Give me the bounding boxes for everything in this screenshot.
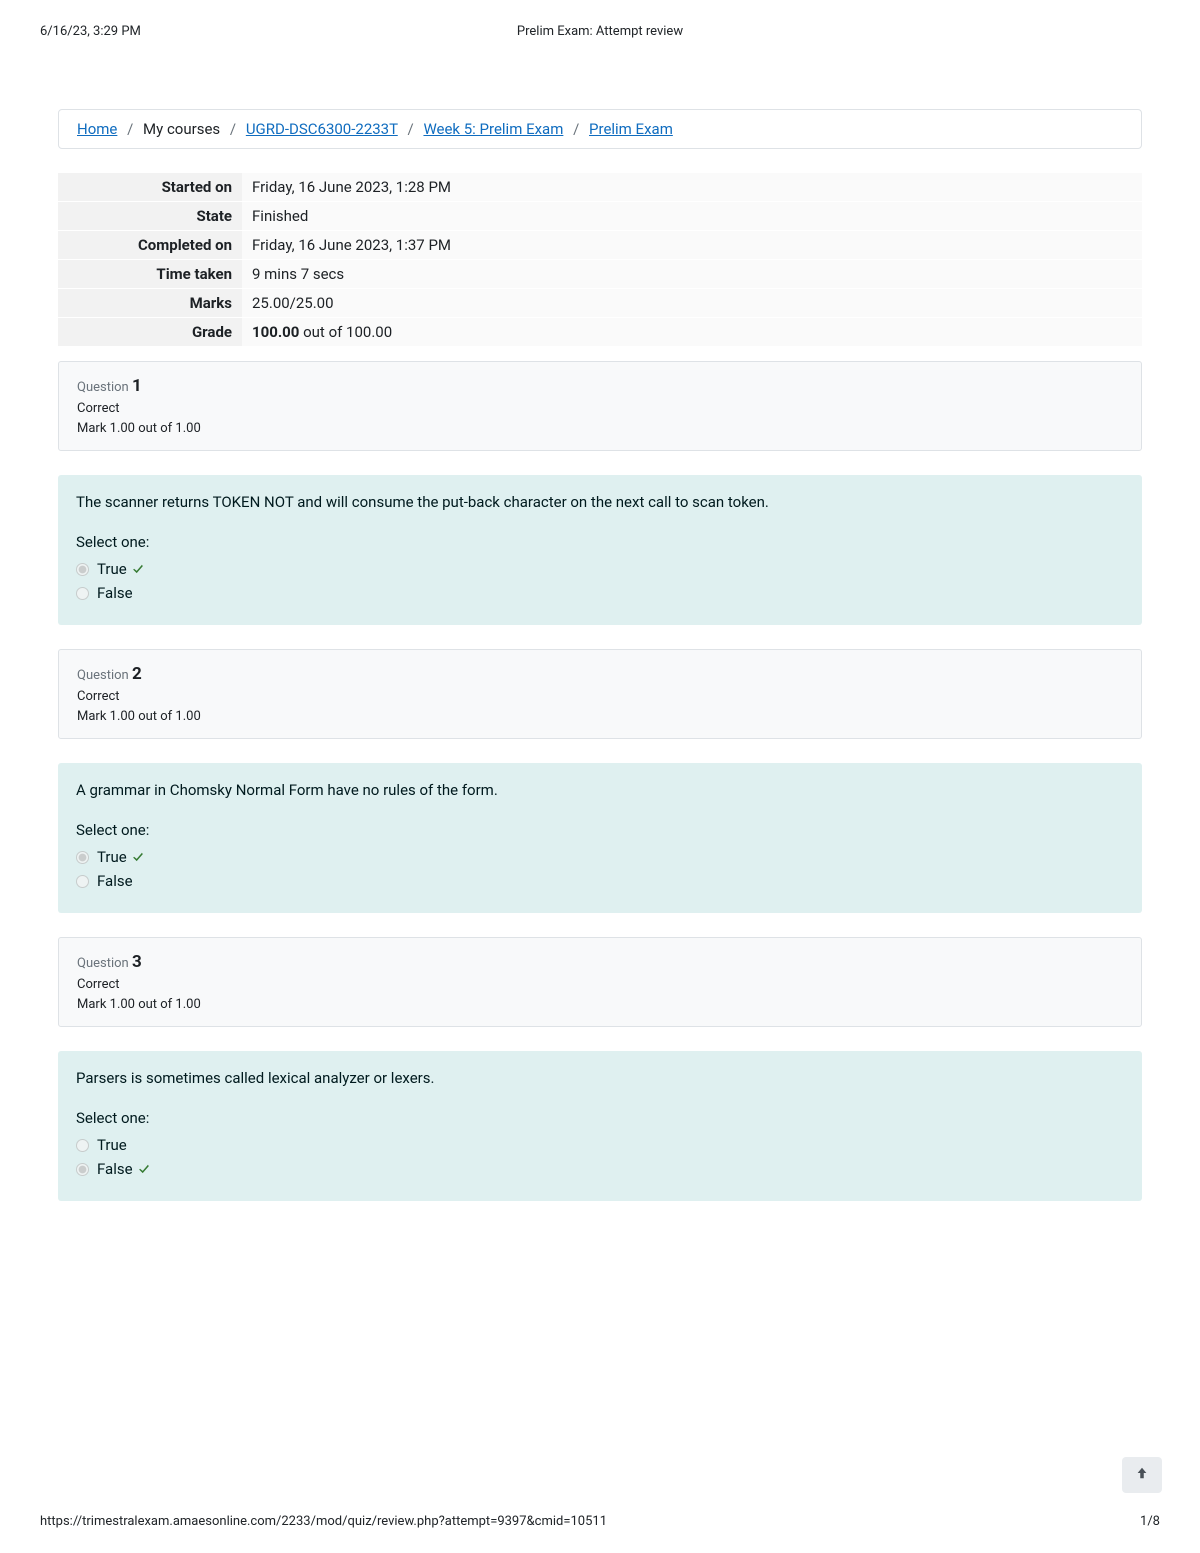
check-icon <box>131 560 145 578</box>
radio-false[interactable] <box>76 1163 89 1176</box>
answer-false: False <box>76 581 1124 605</box>
question-body-2: A grammar in Chomsky Normal Form have no… <box>58 763 1142 913</box>
breadcrumb: Home / My courses / UGRD-DSC6300-2233T /… <box>58 109 1142 149</box>
answer-label: False <box>97 1160 133 1178</box>
question-body-3: Parsers is sometimes called lexical anal… <box>58 1051 1142 1201</box>
answer-label: False <box>97 584 133 602</box>
question-body-1: The scanner returns TOKEN NOT and will c… <box>58 475 1142 625</box>
question-status: Correct <box>77 689 1123 704</box>
check-icon <box>131 848 145 866</box>
breadcrumb-week[interactable]: Week 5: Prelim Exam <box>423 120 563 138</box>
table-row: State Finished <box>58 202 1142 231</box>
summary-label-state: State <box>58 202 242 231</box>
radio-false[interactable] <box>76 587 89 600</box>
footer-url: https://trimestralexam.amaesonline.com/2… <box>40 1514 607 1529</box>
answer-true: True <box>76 845 1124 869</box>
breadcrumb-sep: / <box>573 120 579 138</box>
breadcrumb-sep: / <box>408 120 414 138</box>
breadcrumb-home[interactable]: Home <box>77 120 117 138</box>
question-header-1: Question 1 Correct Mark 1.00 out of 1.00 <box>58 361 1142 451</box>
summary-label-timetaken: Time taken <box>58 260 242 289</box>
answer-false: False <box>76 869 1124 893</box>
grade-bold: 100.00 <box>252 323 299 341</box>
arrow-up-icon <box>1135 1466 1149 1484</box>
breadcrumb-sep: / <box>127 120 133 138</box>
answer-true: True <box>76 557 1124 581</box>
question-mark: Mark 1.00 out of 1.00 <box>77 997 1123 1012</box>
question-text: Parsers is sometimes called lexical anal… <box>76 1069 1124 1087</box>
table-row: Time taken 9 mins 7 secs <box>58 260 1142 289</box>
print-title: Prelim Exam: Attempt review <box>517 24 683 39</box>
check-icon <box>137 1160 151 1178</box>
question-label: Question 2 <box>77 664 1123 684</box>
select-prompt: Select one: <box>76 1109 1124 1127</box>
select-prompt: Select one: <box>76 533 1124 551</box>
question-status: Correct <box>77 401 1123 416</box>
answer-false: False <box>76 1157 1124 1181</box>
summary-value-marks: 25.00/25.00 <box>242 289 1142 318</box>
attempt-summary-table: Started on Friday, 16 June 2023, 1:28 PM… <box>58 173 1142 347</box>
question-label: Question 1 <box>77 376 1123 396</box>
question-mark: Mark 1.00 out of 1.00 <box>77 421 1123 436</box>
print-datetime: 6/16/23, 3:29 PM <box>40 24 141 39</box>
breadcrumb-mycourses: My courses <box>143 120 220 138</box>
summary-label-started: Started on <box>58 173 242 202</box>
question-text: The scanner returns TOKEN NOT and will c… <box>76 493 1124 511</box>
table-row: Marks 25.00/25.00 <box>58 289 1142 318</box>
question-text: A grammar in Chomsky Normal Form have no… <box>76 781 1124 799</box>
radio-true[interactable] <box>76 851 89 864</box>
radio-false[interactable] <box>76 875 89 888</box>
question-header-3: Question 3 Correct Mark 1.00 out of 1.00 <box>58 937 1142 1027</box>
summary-label-completed: Completed on <box>58 231 242 260</box>
footer-page-num: 1/8 <box>1140 1514 1160 1529</box>
summary-value-timetaken: 9 mins 7 secs <box>242 260 1142 289</box>
breadcrumb-exam[interactable]: Prelim Exam <box>589 120 673 138</box>
table-row: Completed on Friday, 16 June 2023, 1:37 … <box>58 231 1142 260</box>
answer-true: True <box>76 1133 1124 1157</box>
page-content: Home / My courses / UGRD-DSC6300-2233T /… <box>0 39 1200 1201</box>
breadcrumb-sep: / <box>230 120 236 138</box>
summary-label-grade: Grade <box>58 318 242 347</box>
question-header-2: Question 2 Correct Mark 1.00 out of 1.00 <box>58 649 1142 739</box>
answer-label: True <box>97 560 127 578</box>
breadcrumb-course[interactable]: UGRD-DSC6300-2233T <box>246 120 398 138</box>
table-row: Started on Friday, 16 June 2023, 1:28 PM <box>58 173 1142 202</box>
scroll-top-button[interactable] <box>1122 1457 1162 1493</box>
summary-label-marks: Marks <box>58 289 242 318</box>
summary-value-started: Friday, 16 June 2023, 1:28 PM <box>242 173 1142 202</box>
answer-label: True <box>97 1136 127 1154</box>
grade-rest: out of 100.00 <box>299 323 392 341</box>
summary-value-state: Finished <box>242 202 1142 231</box>
print-footer: https://trimestralexam.amaesonline.com/2… <box>40 1514 1160 1529</box>
answer-label: False <box>97 872 133 890</box>
print-header: 6/16/23, 3:29 PM Prelim Exam: Attempt re… <box>0 0 1200 39</box>
table-row: Grade 100.00 out of 100.00 <box>58 318 1142 347</box>
summary-value-completed: Friday, 16 June 2023, 1:37 PM <box>242 231 1142 260</box>
radio-true[interactable] <box>76 1139 89 1152</box>
select-prompt: Select one: <box>76 821 1124 839</box>
question-mark: Mark 1.00 out of 1.00 <box>77 709 1123 724</box>
radio-true[interactable] <box>76 563 89 576</box>
question-status: Correct <box>77 977 1123 992</box>
summary-value-grade: 100.00 out of 100.00 <box>242 318 1142 347</box>
answer-label: True <box>97 848 127 866</box>
question-label: Question 3 <box>77 952 1123 972</box>
